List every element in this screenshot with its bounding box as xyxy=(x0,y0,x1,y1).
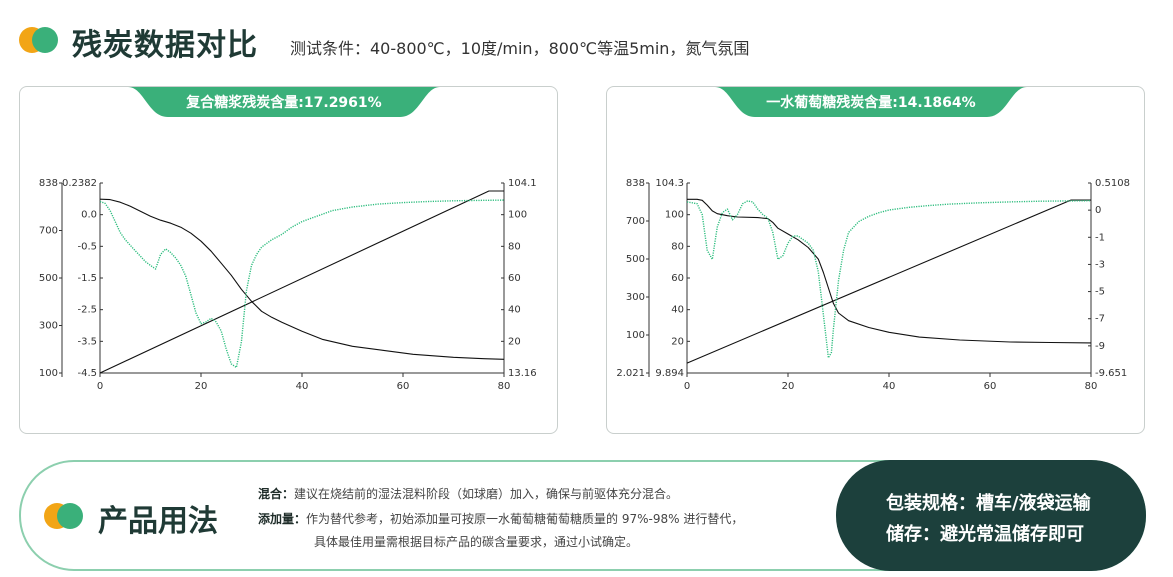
tga-chart-glucose: 0 20 40 60 80 838 700 500 300 100 2.021 104.3 100 80 6… xyxy=(616,178,1130,392)
y-tick-label-right: -3 xyxy=(1095,259,1105,270)
y-tick-label-outer: 100 xyxy=(39,368,58,379)
x-tick-label: 20 xyxy=(195,381,208,392)
x-tick-label: 40 xyxy=(296,381,309,392)
y-tick-label-right: -1 xyxy=(1095,232,1105,243)
green-dot xyxy=(32,27,58,53)
chart-title: 一水葡萄糖残炭含量:14.1864% xyxy=(766,95,976,111)
usage-mix-line: 混合：建议在烧结前的湿法混料阶段（如球磨）加入，确保与前驱体充分混合。 xyxy=(258,485,678,502)
x-tick-label: 20 xyxy=(782,381,795,392)
chart-title: 复合糖浆残炭含量:17.2961% xyxy=(186,95,382,111)
ribbon-shape xyxy=(715,87,1027,117)
y-tick-label-outer: 838 xyxy=(39,178,58,189)
x-tick-label: 0 xyxy=(684,381,690,392)
x-tick-label: 60 xyxy=(984,381,997,392)
y-tick-label-inner: 100 xyxy=(665,210,684,221)
y-tick-label-inner: -0.5 xyxy=(77,241,97,252)
x-tick-label: 0 xyxy=(97,381,103,392)
tga-chart-syrup: 0 20 40 60 80 838 700 500 300 100 0.2382 0.0 -0.5 -1.… xyxy=(39,178,537,392)
chart-title-ribbon: 一水葡萄糖残炭含量:14.1864% xyxy=(715,87,1027,117)
logo-dots-icon xyxy=(19,26,59,54)
x-tick-label: 80 xyxy=(498,381,511,392)
dtg-curve-series xyxy=(99,199,505,369)
y-tick-label-right: 0 xyxy=(1095,205,1101,216)
y-tick-label-outer: 2.021 xyxy=(616,368,645,379)
y-tick-label-outer: 300 xyxy=(39,321,58,332)
y-tick-label-outer: 300 xyxy=(626,292,645,303)
y-tick-label-right: 104.1 xyxy=(508,178,537,189)
packaging-card xyxy=(836,460,1146,571)
y-tick-label-inner: -2.5 xyxy=(77,305,97,316)
y-tick-label-inner: -4.5 xyxy=(77,368,97,379)
y-tick-label-inner: 80 xyxy=(671,241,684,252)
y-tick-label-outer: 838 xyxy=(626,178,645,189)
y-tick-label-right: 80 xyxy=(508,241,521,252)
y-tick-label-right: -9.651 xyxy=(1095,368,1127,379)
storage-spec: 储存：避光常温储存即可 xyxy=(886,524,1084,545)
dtg-curve-series xyxy=(686,200,1092,359)
amount-label: 添加量： xyxy=(258,512,307,526)
amount-text: 作为替代参考，初始添加量可按原一水葡萄糖葡萄糖质量的 97%-98% 进行替代， xyxy=(306,512,744,526)
y-tick-label-right: 0.5108 xyxy=(1095,178,1130,189)
y-tick-label-inner: 9.894 xyxy=(655,368,684,379)
chart-title-ribbon: 复合糖浆残炭含量:17.2961% xyxy=(128,87,440,117)
black-curve-series-0 xyxy=(687,198,1092,344)
x-tick-label: 40 xyxy=(883,381,896,392)
y-tick-label-outer: 100 xyxy=(626,330,645,341)
black-curve-series-1 xyxy=(99,190,504,374)
y-tick-label-inner: 20 xyxy=(671,336,684,347)
y-tick-label-inner: -1.5 xyxy=(77,273,97,284)
black-curve-series-1 xyxy=(686,199,1091,364)
y-tick-label-outer: 500 xyxy=(626,254,645,265)
y-tick-label-inner: 104.3 xyxy=(655,178,684,189)
chart-panel-syrup: 复合糖浆残炭含量:17.2961% 0 20 40 60 80 838 700 500 300 1… xyxy=(19,86,558,434)
y-tick-label-right: 40 xyxy=(508,305,521,316)
green-dot xyxy=(57,503,83,529)
y-tick-label-right: 100 xyxy=(508,210,527,221)
y-tick-label-right: 60 xyxy=(508,273,521,284)
y-tick-label-inner: 40 xyxy=(671,305,684,316)
y-tick-label-right: 20 xyxy=(508,336,521,347)
y-tick-label-right: -7 xyxy=(1095,314,1105,325)
mix-label: 混合： xyxy=(258,487,295,501)
packaging-spec: 包装规格：槽车/液袋运输 xyxy=(886,493,1091,514)
y-tick-label-right: 13.16 xyxy=(508,368,537,379)
y-tick-label-outer: 500 xyxy=(39,273,58,284)
usage-amount-line: 添加量：作为替代参考，初始添加量可按原一水葡萄糖葡萄糖质量的 97%-98% 进… xyxy=(258,510,743,527)
y-tick-label-outer: 700 xyxy=(39,226,58,237)
y-tick-label-outer: 700 xyxy=(626,216,645,227)
usage-amount-line-2: 具体最佳用量需根据目标产品的碳含量要求，通过小试确定。 xyxy=(314,535,639,549)
ribbon-shape xyxy=(128,87,440,117)
x-tick-label: 80 xyxy=(1085,381,1098,392)
page-title: 残炭数据对比 xyxy=(72,28,258,63)
usage-dots-icon xyxy=(44,502,84,530)
x-tick-label: 60 xyxy=(397,381,410,392)
y-tick-label-right: -5 xyxy=(1095,287,1105,298)
y-tick-label-right: -9 xyxy=(1095,341,1105,352)
chart-panel-glucose: 一水葡萄糖残炭含量:14.1864% 0 20 40 60 80 838 700 500 300… xyxy=(606,86,1145,434)
usage-title: 产品用法 xyxy=(98,504,218,539)
y-tick-label-inner: 0.2382 xyxy=(62,178,97,189)
y-tick-label-inner: 0.0 xyxy=(81,210,97,221)
mix-text: 建议在烧结前的湿法混料阶段（如球磨）加入，确保与前驱体充分混合。 xyxy=(294,487,679,501)
black-curve-series-0 xyxy=(99,198,505,360)
test-conditions: 测试条件：40-800℃，10度/min，800℃等温5min，氮气氛围 xyxy=(290,39,750,58)
y-tick-label-inner: 60 xyxy=(671,273,684,284)
y-tick-label-inner: -3.5 xyxy=(77,336,97,347)
